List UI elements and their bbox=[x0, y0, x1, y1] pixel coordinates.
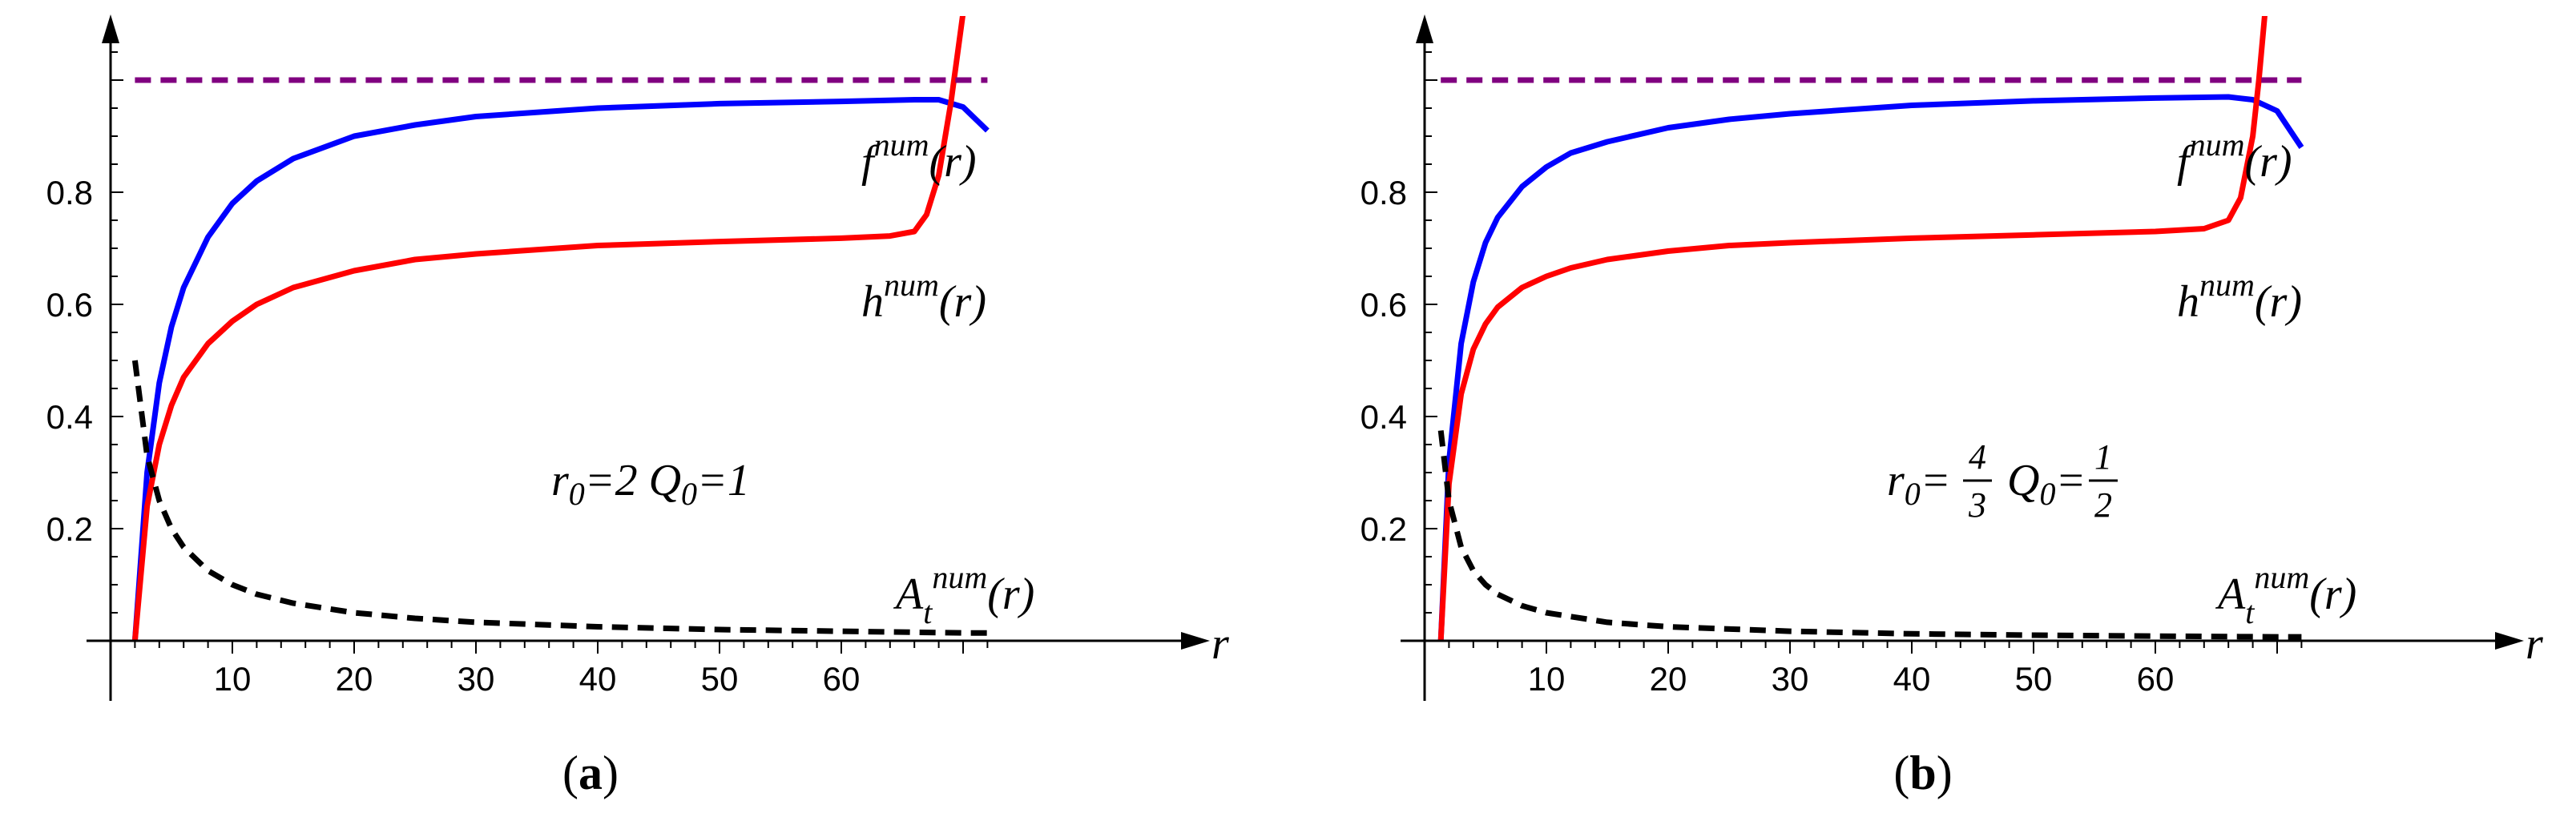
axes-b bbox=[1401, 14, 2524, 701]
svg-text:4: 4 bbox=[1969, 437, 1986, 477]
h-series-line bbox=[1437, 16, 2268, 642]
curves-b bbox=[1437, 16, 2304, 642]
panel-label-b: (b) bbox=[1893, 747, 1952, 799]
ticks-b: 10 20 30 40 50 60 0.2 0.4 0.6 0.8 bbox=[1361, 51, 2303, 698]
y-axis-arrow bbox=[102, 14, 119, 43]
x-tick-label: 40 bbox=[579, 660, 617, 698]
svg-text:2: 2 bbox=[2094, 485, 2112, 525]
f-series-line bbox=[1437, 94, 2304, 642]
f-series-line bbox=[131, 97, 990, 642]
x-axis-label: r bbox=[1211, 619, 1229, 669]
f-curve-label: fnum(r) bbox=[861, 127, 977, 187]
x-tick-label: 20 bbox=[336, 660, 373, 698]
x-tick-label: 10 bbox=[214, 660, 252, 698]
y-tick-label: 0.8 bbox=[1361, 174, 1407, 211]
y-tick-label: 0.4 bbox=[46, 398, 93, 436]
f-curve-label: fnum(r) bbox=[2177, 127, 2292, 187]
params-label-a: r0=2 Q0=1 bbox=[551, 456, 750, 512]
a-series-line bbox=[1437, 430, 2302, 640]
svg-text:3: 3 bbox=[1968, 485, 1986, 525]
params-label-b: r0= 4 3 Q0= 1 2 bbox=[1887, 437, 2118, 525]
svg-text:1: 1 bbox=[2094, 437, 2112, 477]
x-tick-label: 50 bbox=[701, 660, 739, 698]
x-axis-arrow bbox=[1181, 632, 1210, 650]
y-tick-label: 0.2 bbox=[1361, 510, 1407, 548]
at-curve-label: Atnum(r) bbox=[2215, 559, 2356, 630]
axes-a bbox=[87, 14, 1210, 701]
x-tick-label: 40 bbox=[1893, 660, 1931, 698]
curves-a bbox=[131, 16, 990, 642]
ticks-a: 10 20 30 40 50 60 0.2 0.4 0.6 0.8 bbox=[46, 51, 989, 698]
y-axis-arrow bbox=[1416, 14, 1433, 43]
a-series-line bbox=[131, 360, 988, 636]
h-series-line bbox=[131, 16, 965, 642]
chart-panel-a: 10 20 30 40 50 60 0.2 0.4 0.6 0.8 r fnum(r) hnum(… bbox=[46, 14, 1229, 799]
chart-panel-b: 10 20 30 40 50 60 0.2 0.4 0.6 0.8 r fnum(r) hnum(… bbox=[1361, 14, 2543, 799]
x-axis-arrow bbox=[2495, 632, 2524, 650]
at-curve-label: Atnum(r) bbox=[893, 559, 1034, 630]
y-tick-label: 0.8 bbox=[46, 174, 93, 211]
x-tick-label: 60 bbox=[823, 660, 861, 698]
panel-label-a: (a) bbox=[562, 747, 619, 799]
h-curve-label: hnum(r) bbox=[2177, 267, 2302, 327]
x-tick-label: 20 bbox=[1650, 660, 1687, 698]
h-curve-label: hnum(r) bbox=[861, 267, 986, 327]
y-tick-label: 0.6 bbox=[1361, 286, 1407, 324]
y-tick-label: 0.6 bbox=[46, 286, 93, 324]
svg-text:r0=: r0= bbox=[1887, 456, 1951, 512]
x-tick-label: 60 bbox=[2137, 660, 2175, 698]
x-axis-label: r bbox=[2526, 619, 2543, 669]
y-tick-label: 0.2 bbox=[46, 510, 93, 548]
x-tick-label: 50 bbox=[2015, 660, 2053, 698]
x-tick-label: 30 bbox=[458, 660, 495, 698]
x-tick-label: 30 bbox=[1772, 660, 1809, 698]
y-tick-label: 0.4 bbox=[1361, 398, 1407, 436]
svg-text:Q0=: Q0= bbox=[2007, 456, 2086, 512]
x-tick-label: 10 bbox=[1528, 660, 1566, 698]
